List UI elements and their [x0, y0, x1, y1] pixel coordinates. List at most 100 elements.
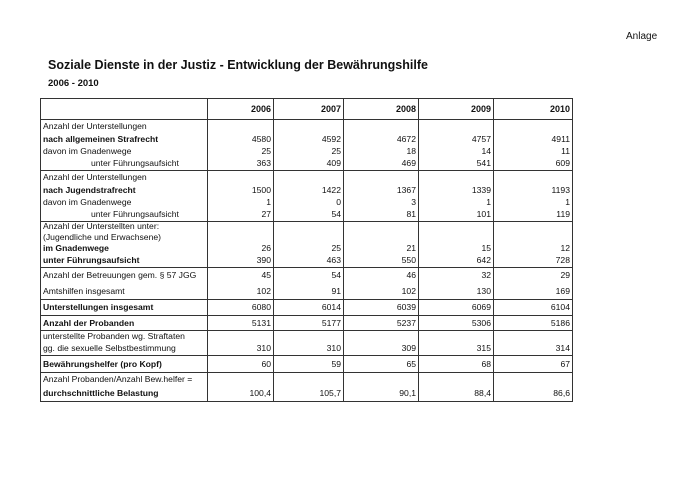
- value-cell-2009: [418, 231, 494, 243]
- table-row: Anzahl Probanden/Anzahl Bew.helfer =: [40, 372, 573, 386]
- value-cell-2008: 6039: [343, 299, 419, 316]
- value-cell-2010: [493, 119, 573, 133]
- value-cell-2007: 4592: [273, 132, 344, 146]
- value-cell-2008: [343, 372, 419, 386]
- value-cell-2008: 1367: [343, 183, 419, 197]
- row-label: Anzahl der Betreuungen gem. § 57 JGG: [40, 267, 208, 284]
- value-cell-2007: 5177: [273, 315, 344, 331]
- value-cell-2008: 21: [343, 242, 419, 255]
- value-cell-2008: [343, 170, 419, 184]
- value-cell-2007: 25: [273, 145, 344, 158]
- value-cell-2010: [493, 170, 573, 184]
- value-cell-2006: [207, 372, 274, 386]
- value-cell-2009: 15: [418, 242, 494, 255]
- table-row: unter Führungsaufsicht 363 409 469 541 609: [40, 157, 573, 171]
- value-cell-2009: 315: [418, 342, 494, 356]
- table-row: Anzahl der Unterstellungen: [40, 119, 573, 133]
- row-label: unterstellte Probanden wg. Straftaten: [40, 330, 208, 343]
- value-cell-2010: 728: [493, 254, 573, 268]
- value-cell-2008: 90,1: [343, 385, 419, 402]
- row-label: im Gnadenwege: [40, 242, 208, 255]
- table-row: nach allgemeinen Strafrecht 4580 4592 4672 4…: [40, 132, 573, 146]
- value-cell-2006: 310: [207, 342, 274, 356]
- header-year-2007: 2007: [273, 98, 344, 120]
- value-cell-2008: [343, 119, 419, 133]
- value-cell-2009: 5306: [418, 315, 494, 331]
- value-cell-2006: 4580: [207, 132, 274, 146]
- table-row: unter Führungsaufsicht 27 54 81 101 119: [40, 208, 573, 222]
- value-cell-2006: [207, 231, 274, 243]
- page-title: Soziale Dienste in der Justiz - Entwickl…: [48, 58, 428, 72]
- row-label: unter Führungsaufsicht: [40, 208, 208, 222]
- value-cell-2009: [418, 372, 494, 386]
- table-row: Bewährungshelfer (pro Kopf) 60 59 65 68 67: [40, 355, 573, 373]
- value-cell-2006: [207, 170, 274, 184]
- value-cell-2009: 32: [418, 267, 494, 284]
- row-label: durchschnittliche Belastung: [40, 385, 208, 402]
- value-cell-2006: 363: [207, 157, 274, 171]
- page-subtitle: 2006 - 2010: [48, 78, 99, 89]
- value-cell-2008: 5237: [343, 315, 419, 331]
- header-year-2009: 2009: [418, 98, 494, 120]
- value-cell-2009: 68: [418, 355, 494, 373]
- value-cell-2007: 6014: [273, 299, 344, 316]
- value-cell-2008: 4672: [343, 132, 419, 146]
- row-label: unter Führungsaufsicht: [40, 254, 208, 268]
- value-cell-2007: 91: [273, 283, 344, 300]
- value-cell-2010: 1193: [493, 183, 573, 197]
- value-cell-2007: 409: [273, 157, 344, 171]
- value-cell-2010: 119: [493, 208, 573, 222]
- value-cell-2009: 1: [418, 196, 494, 209]
- value-cell-2007: [273, 231, 344, 243]
- table-row: im Gnadenwege 26 25 21 15 12: [40, 242, 573, 255]
- header-row: 2006 2007 2008 2009 2010: [40, 98, 573, 120]
- value-cell-2006: 26: [207, 242, 274, 255]
- value-cell-2010: 169: [493, 283, 573, 300]
- value-cell-2008: 550: [343, 254, 419, 268]
- value-cell-2006: [207, 221, 274, 232]
- row-label: Anzahl der Unterstellungen: [40, 170, 208, 184]
- row-label: Bewährungshelfer (pro Kopf): [40, 355, 208, 373]
- value-cell-2009: [418, 119, 494, 133]
- header-year-2010: 2010: [493, 98, 573, 120]
- value-cell-2006: 25: [207, 145, 274, 158]
- table-row: Anzahl der Unterstellungen: [40, 170, 573, 184]
- value-cell-2010: 314: [493, 342, 573, 356]
- value-cell-2007: 1422: [273, 183, 344, 197]
- value-cell-2006: 27: [207, 208, 274, 222]
- value-cell-2007: 54: [273, 267, 344, 284]
- value-cell-2007: [273, 119, 344, 133]
- value-cell-2009: [418, 170, 494, 184]
- value-cell-2009: 88,4: [418, 385, 494, 402]
- value-cell-2008: 18: [343, 145, 419, 158]
- header-year-2006: 2006: [207, 98, 274, 120]
- value-cell-2008: 469: [343, 157, 419, 171]
- value-cell-2009: 1339: [418, 183, 494, 197]
- value-cell-2008: 309: [343, 342, 419, 356]
- value-cell-2007: 105,7: [273, 385, 344, 402]
- value-cell-2010: [493, 231, 573, 243]
- value-cell-2010: 11: [493, 145, 573, 158]
- value-cell-2006: 5131: [207, 315, 274, 331]
- table-row: Amtshilfen insgesamt 102 91 102 130 169: [40, 283, 573, 300]
- value-cell-2010: 1: [493, 196, 573, 209]
- value-cell-2008: [343, 221, 419, 232]
- value-cell-2007: 310: [273, 342, 344, 356]
- table-row: gg. die sexuelle Selbstbestimmung 310 310 3…: [40, 342, 573, 356]
- value-cell-2007: [273, 330, 344, 343]
- value-cell-2008: [343, 231, 419, 243]
- table-row: Anzahl der Unterstellten unter:: [40, 221, 573, 232]
- value-cell-2008: [343, 330, 419, 343]
- value-cell-2010: 609: [493, 157, 573, 171]
- value-cell-2008: 46: [343, 267, 419, 284]
- row-label: (Jugendliche und Erwachsene): [40, 231, 208, 243]
- table-row: nach Jugendstrafrecht 1500 1422 1367 1339 119…: [40, 183, 573, 197]
- table-row: unter Führungsaufsicht 390 463 550 642 728: [40, 254, 573, 268]
- row-label: Anzahl Probanden/Anzahl Bew.helfer =: [40, 372, 208, 386]
- table-row: davon im Gnadenwege 25 25 18 14 11: [40, 145, 573, 158]
- value-cell-2007: 59: [273, 355, 344, 373]
- table-row: Anzahl der Betreuungen gem. § 57 JGG 45 54…: [40, 267, 573, 284]
- row-label: nach Jugendstrafrecht: [40, 183, 208, 197]
- value-cell-2010: 4911: [493, 132, 573, 146]
- table-row: davon im Gnadenwege 1 0 3 1 1: [40, 196, 573, 209]
